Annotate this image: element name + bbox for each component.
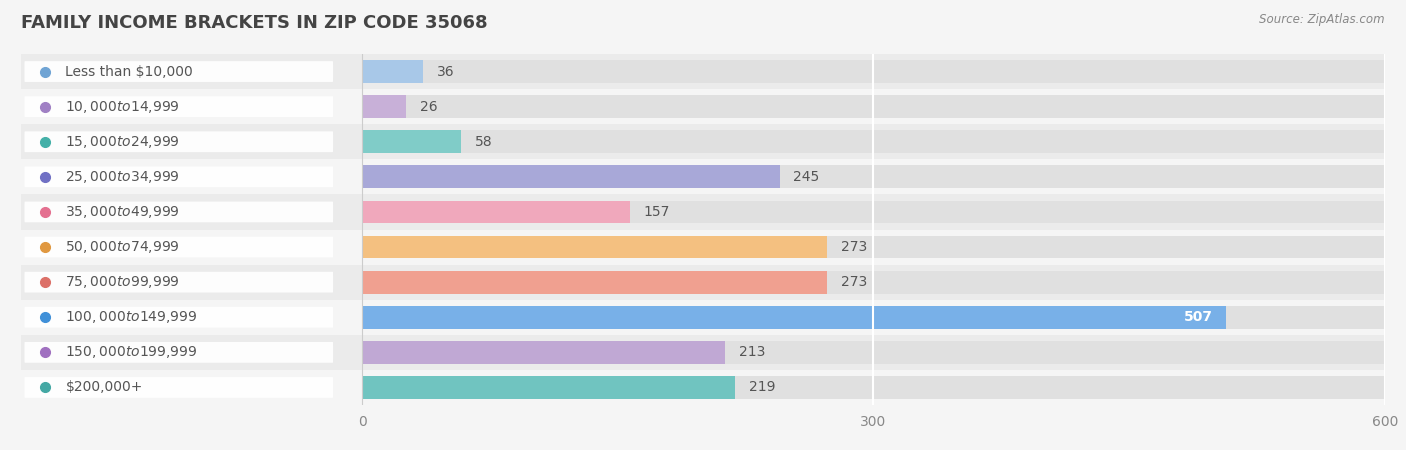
Text: Less than $10,000: Less than $10,000 <box>66 64 193 79</box>
Bar <box>21 89 1385 124</box>
FancyBboxPatch shape <box>24 202 333 222</box>
Bar <box>363 341 725 364</box>
Text: $50,000 to $74,999: $50,000 to $74,999 <box>66 239 180 255</box>
FancyBboxPatch shape <box>24 377 333 398</box>
Text: Source: ZipAtlas.com: Source: ZipAtlas.com <box>1260 14 1385 27</box>
Bar <box>363 236 1385 258</box>
Bar <box>21 124 1385 159</box>
Bar <box>21 230 1385 265</box>
Text: $25,000 to $34,999: $25,000 to $34,999 <box>66 169 180 185</box>
Text: $200,000+: $200,000+ <box>66 380 143 395</box>
Text: 273: 273 <box>841 275 868 289</box>
Text: 507: 507 <box>1184 310 1213 324</box>
Bar <box>21 54 1385 89</box>
Text: 273: 273 <box>841 240 868 254</box>
Bar <box>363 130 1385 153</box>
Text: 26: 26 <box>420 99 437 114</box>
Text: 157: 157 <box>644 205 669 219</box>
Bar <box>363 130 461 153</box>
Bar <box>21 265 1385 300</box>
FancyBboxPatch shape <box>24 96 333 117</box>
Bar <box>21 194 1385 230</box>
Bar <box>363 60 1385 83</box>
Bar <box>363 166 780 188</box>
Text: 58: 58 <box>475 135 492 149</box>
Text: $100,000 to $149,999: $100,000 to $149,999 <box>66 309 198 325</box>
Text: $35,000 to $49,999: $35,000 to $49,999 <box>66 204 180 220</box>
Bar <box>21 335 1385 370</box>
Bar <box>363 306 1226 328</box>
Bar <box>363 271 828 293</box>
FancyBboxPatch shape <box>24 166 333 187</box>
FancyBboxPatch shape <box>24 131 333 152</box>
Bar <box>363 95 406 118</box>
Bar <box>21 370 1385 405</box>
Bar <box>363 271 1385 293</box>
Bar <box>21 159 1385 194</box>
Text: 213: 213 <box>738 345 765 360</box>
Bar <box>363 376 1385 399</box>
Text: $150,000 to $199,999: $150,000 to $199,999 <box>66 344 198 360</box>
Bar <box>363 236 828 258</box>
FancyBboxPatch shape <box>24 272 333 292</box>
Text: $15,000 to $24,999: $15,000 to $24,999 <box>66 134 180 150</box>
Bar <box>363 201 630 223</box>
Text: 219: 219 <box>749 380 776 395</box>
Text: 36: 36 <box>437 64 454 79</box>
Bar <box>21 300 1385 335</box>
Bar <box>363 376 735 399</box>
Bar <box>363 306 1385 328</box>
Bar <box>363 166 1385 188</box>
FancyBboxPatch shape <box>24 342 333 363</box>
Text: $75,000 to $99,999: $75,000 to $99,999 <box>66 274 180 290</box>
Bar <box>363 60 423 83</box>
Bar <box>363 95 1385 118</box>
FancyBboxPatch shape <box>24 237 333 257</box>
Text: FAMILY INCOME BRACKETS IN ZIP CODE 35068: FAMILY INCOME BRACKETS IN ZIP CODE 35068 <box>21 14 488 32</box>
Bar <box>363 201 1385 223</box>
FancyBboxPatch shape <box>24 61 333 82</box>
Bar <box>363 341 1385 364</box>
Text: 245: 245 <box>793 170 820 184</box>
FancyBboxPatch shape <box>24 307 333 328</box>
Text: $10,000 to $14,999: $10,000 to $14,999 <box>66 99 180 115</box>
